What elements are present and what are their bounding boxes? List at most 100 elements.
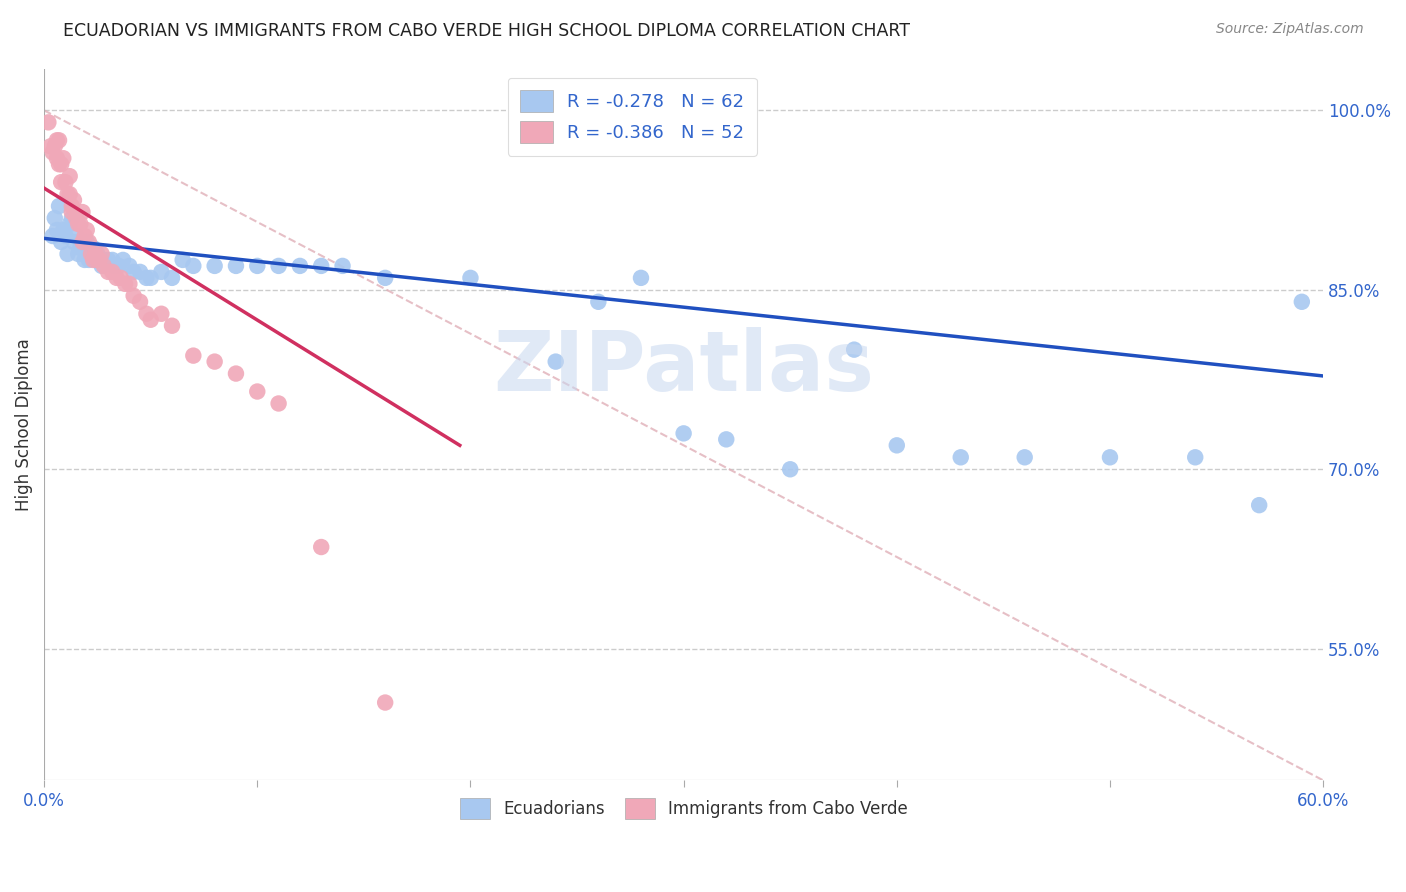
Point (267, 259, 290, 273)
Point (374, 696, 396, 710)
Point (246, 259, 269, 273)
Point (48, 133, 70, 147)
Point (93, 252, 115, 267)
Point (460, 271, 482, 285)
Point (1098, 450, 1121, 465)
Point (1249, 498, 1271, 512)
Point (114, 277, 136, 291)
Point (59, 217, 82, 231)
Point (45, 223, 67, 237)
Point (374, 271, 396, 285)
Point (89, 252, 111, 267)
Point (150, 307, 173, 321)
Point (544, 354, 567, 368)
Point (204, 259, 226, 273)
Point (69, 241, 91, 255)
Point (90, 247, 112, 261)
Point (111, 252, 134, 267)
Point (72, 205, 94, 219)
Point (135, 307, 157, 321)
Point (122, 265, 145, 279)
Point (225, 367, 247, 381)
Point (65, 211, 87, 225)
Point (89, 252, 111, 267)
Point (103, 259, 125, 273)
Point (44, 211, 66, 225)
Point (48, 199, 70, 213)
Point (77, 252, 100, 267)
Point (105, 271, 128, 285)
Point (107, 259, 129, 273)
Point (77, 235, 100, 249)
Point (52, 223, 75, 237)
Point (67, 247, 90, 261)
Point (630, 271, 652, 285)
Point (160, 318, 183, 333)
Point (160, 271, 183, 285)
Point (135, 271, 157, 285)
Point (288, 259, 311, 273)
Point (73, 229, 96, 244)
Text: ZIPatlas: ZIPatlas (494, 327, 875, 408)
Point (63, 235, 86, 249)
Point (72, 235, 94, 249)
Point (82, 241, 104, 255)
Point (80, 247, 103, 261)
Point (949, 450, 972, 465)
Point (1014, 450, 1036, 465)
Point (56, 247, 79, 261)
Point (101, 252, 124, 267)
Point (72, 241, 94, 255)
Point (332, 259, 354, 273)
Point (84, 252, 107, 267)
Point (267, 396, 290, 410)
Point (97, 265, 120, 279)
Point (183, 259, 205, 273)
Point (122, 289, 145, 303)
Point (52, 151, 75, 165)
Text: ECUADORIAN VS IMMIGRANTS FROM CABO VERDE HIGH SCHOOL DIPLOMA CORRELATION CHART: ECUADORIAN VS IMMIGRANTS FROM CABO VERDE… (63, 22, 910, 40)
Point (45, 151, 67, 165)
Point (97, 252, 120, 267)
Point (59, 169, 82, 184)
Point (886, 438, 908, 452)
Point (55, 175, 77, 189)
Point (93, 259, 115, 273)
Point (204, 354, 226, 368)
Point (844, 343, 866, 357)
Point (73, 252, 96, 267)
Point (246, 384, 269, 399)
Point (101, 265, 124, 279)
Point (76, 223, 98, 237)
Point (183, 349, 205, 363)
Point (59, 187, 82, 202)
Point (69, 217, 91, 231)
Point (779, 462, 801, 476)
Text: Source: ZipAtlas.com: Source: ZipAtlas.com (1216, 22, 1364, 37)
Point (56, 187, 79, 202)
Point (76, 235, 98, 249)
Point (118, 277, 141, 291)
Point (672, 426, 695, 441)
Point (139, 271, 162, 285)
Point (1291, 294, 1313, 309)
Point (129, 294, 152, 309)
Point (129, 265, 152, 279)
Point (150, 265, 173, 279)
Point (41, 145, 63, 160)
Point (80, 247, 103, 261)
Point (60, 205, 83, 219)
Point (82, 252, 104, 267)
Point (110, 271, 132, 285)
Point (588, 294, 610, 309)
Point (63, 193, 86, 207)
Point (84, 247, 107, 261)
Point (45, 133, 67, 147)
Point (172, 252, 194, 267)
Point (60, 199, 83, 213)
Legend: Ecuadorians, Immigrants from Cabo Verde: Ecuadorians, Immigrants from Cabo Verde (453, 792, 914, 825)
Point (1184, 450, 1206, 465)
Point (55, 229, 77, 244)
Point (51, 175, 73, 189)
Y-axis label: High School Diploma: High School Diploma (15, 338, 32, 511)
